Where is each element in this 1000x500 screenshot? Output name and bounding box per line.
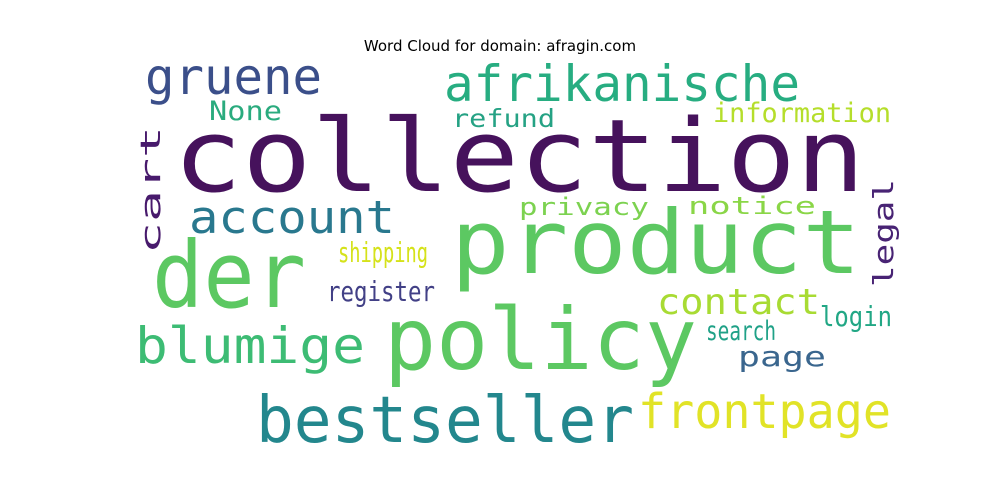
word-cart: search: [706, 316, 776, 347]
word-shipping: privacy: [519, 193, 649, 221]
word-policy: policy: [384, 290, 697, 390]
word-gruene: gruene: [145, 48, 322, 106]
word-contact: contact: [657, 282, 820, 323]
word-blumige: blumige: [135, 317, 365, 375]
word-afrikanische: afrikanische: [444, 55, 800, 113]
word-collection: collection: [173, 97, 865, 215]
word-none: None: [209, 96, 282, 127]
word-notice: legal: [867, 179, 900, 287]
word-frontpage: frontpage: [638, 384, 891, 440]
word-page: login: [820, 300, 892, 333]
word-bestseller: bestseller: [256, 384, 634, 458]
word-register: notice: [688, 192, 816, 220]
word-refund: refund: [452, 104, 555, 133]
word-login: shipping: [338, 236, 428, 269]
word-legal: page: [738, 340, 826, 373]
word-account: account: [189, 191, 395, 244]
word-der: der: [152, 222, 306, 329]
word-privacy: cart: [134, 126, 167, 254]
word-search: register: [327, 275, 435, 308]
word-information: information: [713, 98, 891, 129]
chart-title: Word Cloud for domain: afragin.com: [363, 37, 637, 55]
word-product: product: [451, 191, 861, 294]
